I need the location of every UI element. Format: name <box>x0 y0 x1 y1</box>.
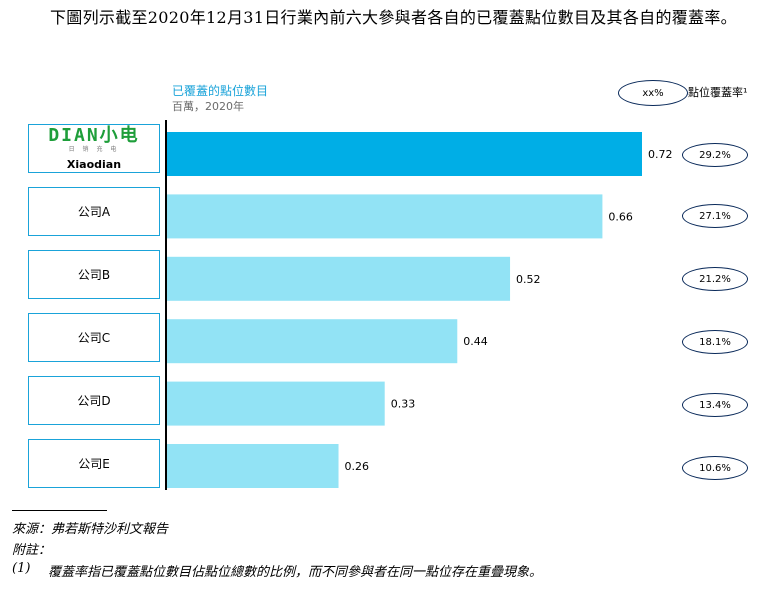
category-label: 公司E <box>78 457 110 471</box>
category-box-c: 公司C <box>28 313 160 362</box>
coverage-rate-oval: 29.2% <box>682 143 748 167</box>
xiaodian-logo-tagline: 日 销 充 电 <box>68 145 120 153</box>
bar-value-label: 0.33 <box>391 398 416 411</box>
chart-title: 已覆蓋的點位數目 <box>172 84 269 98</box>
bar-3 <box>167 256 511 301</box>
source-note: 來源：弗若斯特沙利文報告 <box>12 522 169 537</box>
bar-value-label: 0.44 <box>463 335 488 348</box>
coverage-rate-oval: 21.2% <box>682 267 748 291</box>
category-label: Xiaodian <box>66 157 122 171</box>
category-box-a: 公司A <box>28 187 160 236</box>
coverage-rate-oval: 27.1% <box>682 204 748 228</box>
legend-label: 點位覆蓋率¹ <box>688 86 748 99</box>
category-box-e: 公司E <box>28 439 160 488</box>
category-axis-line <box>165 120 167 490</box>
category-label: 公司B <box>77 268 111 282</box>
bar-1 <box>167 132 642 176</box>
bar-2 <box>167 194 603 239</box>
legend-oval: xx% <box>618 80 688 106</box>
category-label: 公司C <box>77 331 111 345</box>
note-1-text: 覆蓋率指已覆蓋點位數目佔點位總數的比例，而不同參與者在同一點位存在重疊現象。 <box>48 565 543 580</box>
notes-label: 附註： <box>12 543 52 558</box>
bar-value-label: 0.52 <box>516 273 541 286</box>
note-1-number: (1) <box>12 561 31 576</box>
bar-value-label: 0.72 <box>648 148 673 161</box>
bar-value-label: 0.26 <box>345 460 370 473</box>
footnote-divider <box>12 510 107 511</box>
coverage-rate-oval: 18.1% <box>682 330 748 354</box>
category-label: 公司A <box>77 205 111 219</box>
bar-4 <box>167 319 458 364</box>
chart-subtitle: 百萬，2020年 <box>172 100 244 113</box>
xiaodian-logo-icon: DIAN小电 <box>48 124 140 146</box>
category-box-d: 公司D <box>28 376 160 425</box>
category-label: 公司D <box>77 394 111 408</box>
coverage-rate-oval: 13.4% <box>682 393 748 417</box>
bar-value-label: 0.66 <box>608 210 633 223</box>
bar-6 <box>167 444 339 488</box>
category-box-b: 公司B <box>28 250 160 299</box>
bar-5 <box>167 381 385 426</box>
coverage-rate-oval: 10.6% <box>682 456 748 480</box>
category-box-xiaodian: DIAN小电 日 销 充 电 Xiaodian <box>28 124 160 173</box>
intro-paragraph: 下圖列示截至2020年12月31日行業內前六大參與者各自的已覆蓋點位數目及其各自… <box>50 8 737 27</box>
